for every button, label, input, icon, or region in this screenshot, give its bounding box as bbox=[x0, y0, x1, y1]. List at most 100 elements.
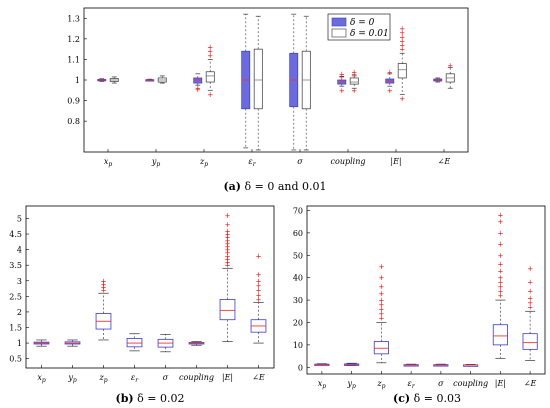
box-group: ++++++++++++ bbox=[492, 211, 508, 359]
y-tick-label: 50 bbox=[293, 251, 303, 260]
box bbox=[126, 338, 143, 348]
chart-caption: (a) δ = 0 and 0.01 bbox=[223, 180, 326, 193]
outlier-point: + bbox=[351, 68, 357, 76]
box bbox=[349, 77, 359, 85]
caption-label: (c) bbox=[393, 392, 410, 405]
outlier-point: + bbox=[225, 252, 231, 260]
outlier-point: + bbox=[399, 37, 405, 45]
x-tick-label: xp bbox=[37, 373, 46, 384]
outlier-point: + bbox=[497, 211, 503, 219]
y-tick-label: 5 bbox=[17, 214, 22, 223]
outlier-point: + bbox=[225, 237, 231, 245]
outlier-point: + bbox=[225, 246, 231, 254]
outlier-point: + bbox=[225, 240, 231, 248]
outlier-point: + bbox=[351, 70, 357, 78]
outlier-point: + bbox=[378, 301, 384, 309]
outlier-point: + bbox=[378, 263, 384, 271]
outlier-point: + bbox=[101, 284, 107, 292]
x-tick-label: zp bbox=[376, 379, 385, 390]
y-tick-label: 1.2 bbox=[67, 35, 80, 44]
outlier-point: + bbox=[527, 288, 533, 296]
y-tick-label: 1 bbox=[75, 76, 80, 85]
outlier-point: + bbox=[378, 274, 384, 282]
x-tick-label: |E| bbox=[222, 373, 233, 382]
outlier-point: + bbox=[527, 299, 533, 307]
outlier-point: + bbox=[225, 259, 231, 267]
outlier-point: + bbox=[399, 25, 405, 33]
x-tick-label: σ bbox=[163, 373, 169, 382]
outlier-point: + bbox=[339, 72, 345, 80]
box-group bbox=[33, 339, 50, 347]
box-group: +++++++ bbox=[250, 252, 267, 344]
outlier-point: + bbox=[387, 68, 393, 76]
box-group bbox=[344, 362, 360, 366]
box-group: ++++ bbox=[95, 277, 112, 341]
box-group bbox=[403, 363, 419, 367]
box bbox=[219, 299, 236, 321]
outlier-point: + bbox=[387, 87, 393, 95]
outlier-point: + bbox=[447, 62, 453, 70]
caption-text: δ = 0.02 bbox=[134, 392, 185, 405]
outlier-point: + bbox=[497, 292, 503, 300]
outlier-point: + bbox=[256, 282, 262, 290]
caption-label: (a) bbox=[223, 180, 241, 193]
x-tick-label: ∠E bbox=[524, 379, 537, 388]
chart-1: 0.80.911.11.21.3++++++++++++++++++++++ bbox=[67, 7, 469, 153]
chart-3: 010203040506070+++++++++++++++++++++++++… bbox=[293, 205, 546, 375]
outlier-point: + bbox=[256, 252, 262, 260]
x-tick-label: yp bbox=[151, 157, 161, 168]
legend-swatch bbox=[331, 17, 347, 27]
outlier-point: + bbox=[497, 241, 503, 249]
box-δ = 0-z_p: ++ bbox=[193, 73, 203, 94]
box-δ = 0-x_p bbox=[97, 78, 107, 82]
y-tick-label: 4 bbox=[17, 246, 22, 255]
y-tick-label: 40 bbox=[293, 274, 303, 283]
outlier-point: + bbox=[225, 262, 231, 270]
outlier-point: + bbox=[378, 306, 384, 314]
outlier-point: + bbox=[527, 303, 533, 311]
caption-text: δ = 0.03 bbox=[410, 392, 461, 405]
y-tick-label: 1 bbox=[17, 339, 22, 348]
outlier-point: + bbox=[225, 221, 231, 229]
outlier-point: + bbox=[399, 42, 405, 50]
outlier-point: + bbox=[207, 52, 213, 60]
chart-caption: (c) δ = 0.03 bbox=[393, 392, 461, 405]
x-tick-label: coupling bbox=[331, 157, 366, 166]
outlier-point: + bbox=[207, 91, 213, 99]
outlier-point: + bbox=[497, 218, 503, 226]
box-δ = 0-|E|: ++ bbox=[385, 68, 395, 95]
box bbox=[253, 48, 263, 110]
box-δ = 0-σ bbox=[289, 13, 299, 151]
outlier-point: + bbox=[207, 44, 213, 52]
x-tick-label: σ bbox=[438, 379, 444, 388]
box-group bbox=[126, 333, 143, 352]
box-δ = 0.01-σ bbox=[301, 15, 311, 151]
outlier-point: + bbox=[256, 271, 262, 279]
outlier-point: + bbox=[225, 234, 231, 242]
box-group bbox=[433, 363, 449, 367]
x-tick-label: ∠E bbox=[252, 373, 265, 382]
outlier-point: + bbox=[225, 243, 231, 251]
chart-caption: (b) δ = 0.02 bbox=[116, 392, 185, 405]
y-tick-label: 2 bbox=[17, 308, 22, 317]
outlier-point: + bbox=[195, 86, 201, 94]
outlier-point: + bbox=[378, 290, 384, 298]
y-tick-label: 1.3 bbox=[67, 14, 80, 23]
x-tick-label: zp bbox=[199, 157, 208, 168]
outlier-point: + bbox=[378, 283, 384, 291]
outlier-point: + bbox=[101, 280, 107, 288]
caption-text: δ = 0 and 0.01 bbox=[241, 180, 327, 193]
x-tick-label: yp bbox=[346, 379, 356, 390]
x-tick-label: εr bbox=[408, 379, 416, 390]
outlier-point: + bbox=[497, 267, 503, 275]
box-δ = 0-coupling: +++ bbox=[337, 70, 347, 95]
outlier-point: + bbox=[497, 252, 503, 260]
outlier-point: + bbox=[497, 229, 503, 237]
outlier-point: + bbox=[225, 212, 231, 220]
outlier-point: + bbox=[399, 29, 405, 37]
box bbox=[205, 71, 215, 83]
outlier-point: + bbox=[497, 274, 503, 282]
x-tick-label: |E| bbox=[390, 157, 401, 166]
outlier-point: + bbox=[497, 261, 503, 269]
